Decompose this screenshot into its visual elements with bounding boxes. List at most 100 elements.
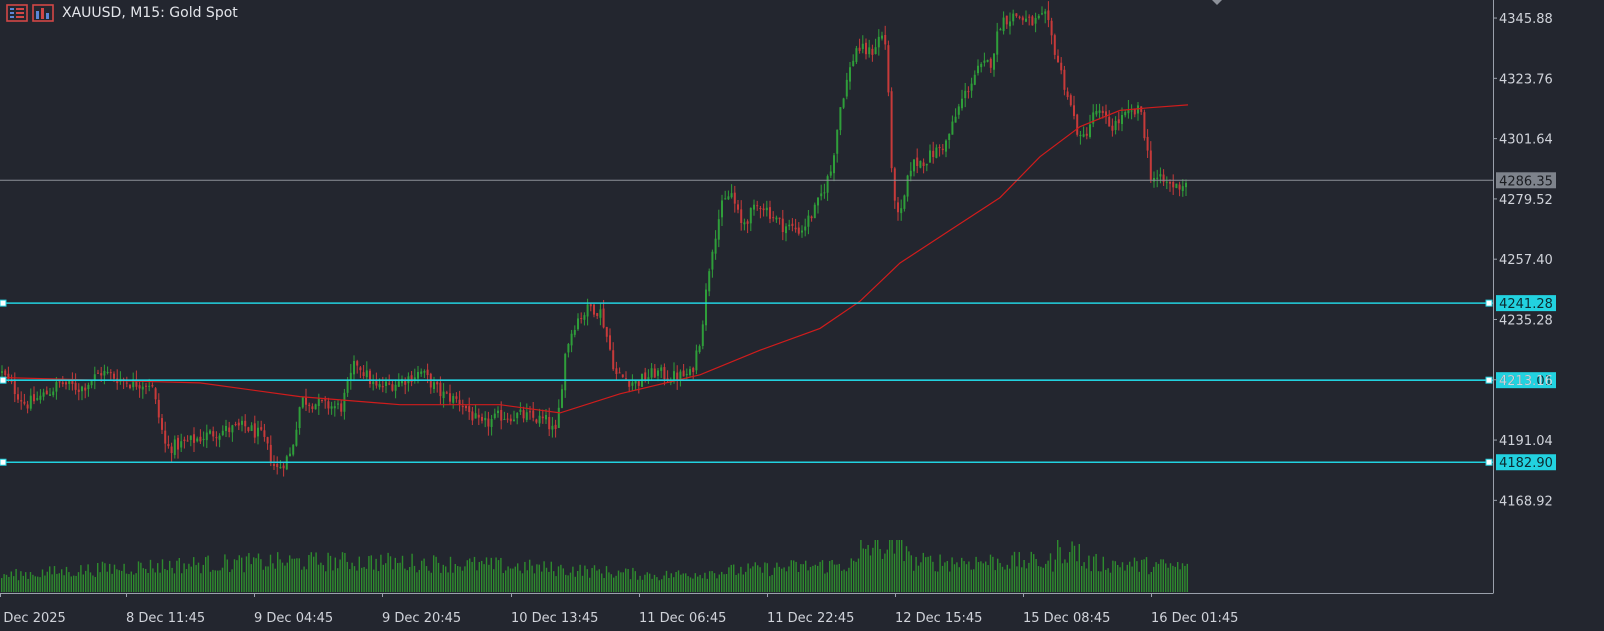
candle (410, 370, 413, 387)
volume-bar (584, 565, 586, 592)
volume-bar (250, 564, 252, 592)
candle (1101, 106, 1104, 119)
candle (13, 372, 16, 403)
volume-bar (845, 571, 848, 592)
level-price-label: 4213.01 (1499, 374, 1553, 389)
candle (266, 436, 269, 450)
candle (1178, 181, 1181, 197)
level-line-1[interactable]: 4213.01 (0, 372, 1556, 389)
volume-bar (1153, 566, 1155, 592)
volume-bar (1179, 569, 1181, 592)
candle (973, 70, 976, 86)
volume-bar (1148, 574, 1150, 592)
candle (442, 383, 445, 408)
candle (465, 405, 467, 412)
volume-bar (125, 573, 128, 592)
volume-bar (495, 557, 497, 592)
volume-bar (368, 556, 370, 592)
volume-bar (502, 572, 504, 592)
candle (145, 382, 147, 395)
volume-bar (838, 563, 840, 592)
volume-bar (185, 569, 188, 592)
volume-bar (425, 566, 428, 592)
chart-list-icon[interactable] (6, 4, 28, 22)
candle (1181, 179, 1184, 197)
volume-bar (380, 554, 382, 592)
candle (954, 108, 957, 123)
volume-bar (5, 574, 8, 592)
candlestick-series (1, 1, 1187, 477)
candle (1012, 9, 1015, 26)
candle (861, 35, 864, 54)
candle (900, 199, 903, 221)
candle (1082, 126, 1085, 138)
volume-bar (1109, 572, 1112, 592)
volume-bar (586, 569, 588, 592)
volume-bar (464, 566, 466, 592)
volume-bar (373, 569, 375, 592)
candle (186, 435, 189, 442)
horizontal-levels[interactable]: 4241.28 4213.01 4182.90 (0, 295, 1556, 471)
volume-bar (1145, 557, 1148, 592)
candle (820, 184, 823, 201)
volume-bar (361, 567, 363, 592)
volume-bar (1004, 569, 1006, 592)
indicator-bars-icon[interactable] (32, 4, 54, 22)
volume-bar (1045, 563, 1047, 592)
candle (484, 411, 487, 428)
volume-bar (370, 555, 372, 592)
volume-bar (303, 566, 305, 592)
volume-bar (1066, 562, 1068, 592)
candle (557, 399, 560, 429)
volume-bar (209, 571, 212, 592)
level-handle-right (1485, 376, 1493, 384)
volume-bar (531, 565, 533, 592)
volume-bar (1006, 564, 1008, 592)
level-line-0[interactable]: 4241.28 (0, 295, 1556, 312)
volume-bar (1133, 557, 1136, 592)
volume-bar (1001, 566, 1004, 592)
candle (413, 368, 416, 384)
volume-bar (377, 571, 380, 592)
candle (516, 411, 519, 425)
volume-bar (927, 556, 929, 592)
volume-bar (857, 558, 860, 592)
volume-bar (526, 570, 528, 592)
volume-bar (161, 559, 164, 592)
volume-bar (1076, 561, 1078, 592)
candle (775, 215, 778, 223)
moving-average-series (0, 104, 1189, 414)
level-line-2[interactable]: 4182.90 (0, 454, 1556, 471)
moving-average-line (0, 104, 1189, 414)
volume-bar (752, 566, 754, 592)
volume-bar (212, 569, 214, 592)
volume-bar (401, 555, 404, 592)
candle (1162, 169, 1165, 186)
candle (23, 393, 26, 406)
volume-bar (742, 574, 744, 592)
volume-bar (783, 567, 785, 592)
candle (20, 391, 23, 410)
volume-bar (128, 574, 130, 592)
candle (532, 401, 535, 422)
volume-bar (190, 566, 192, 592)
candle (477, 408, 480, 426)
candle (964, 82, 967, 108)
volume-bar (505, 570, 507, 592)
candle (874, 38, 877, 55)
candle (1165, 176, 1168, 190)
volume-bar (661, 579, 663, 592)
volume-bar (1025, 568, 1028, 592)
level-price-tag (1496, 295, 1556, 312)
volume-bar (327, 552, 329, 592)
volume-bar (394, 557, 396, 592)
candle (1031, 15, 1034, 26)
candle (676, 365, 679, 390)
candle (45, 386, 48, 395)
volume-bar (615, 575, 617, 592)
candle (535, 418, 538, 424)
volume-bar (1136, 561, 1138, 592)
volume-bar (939, 554, 941, 592)
volume-bar (634, 571, 636, 592)
